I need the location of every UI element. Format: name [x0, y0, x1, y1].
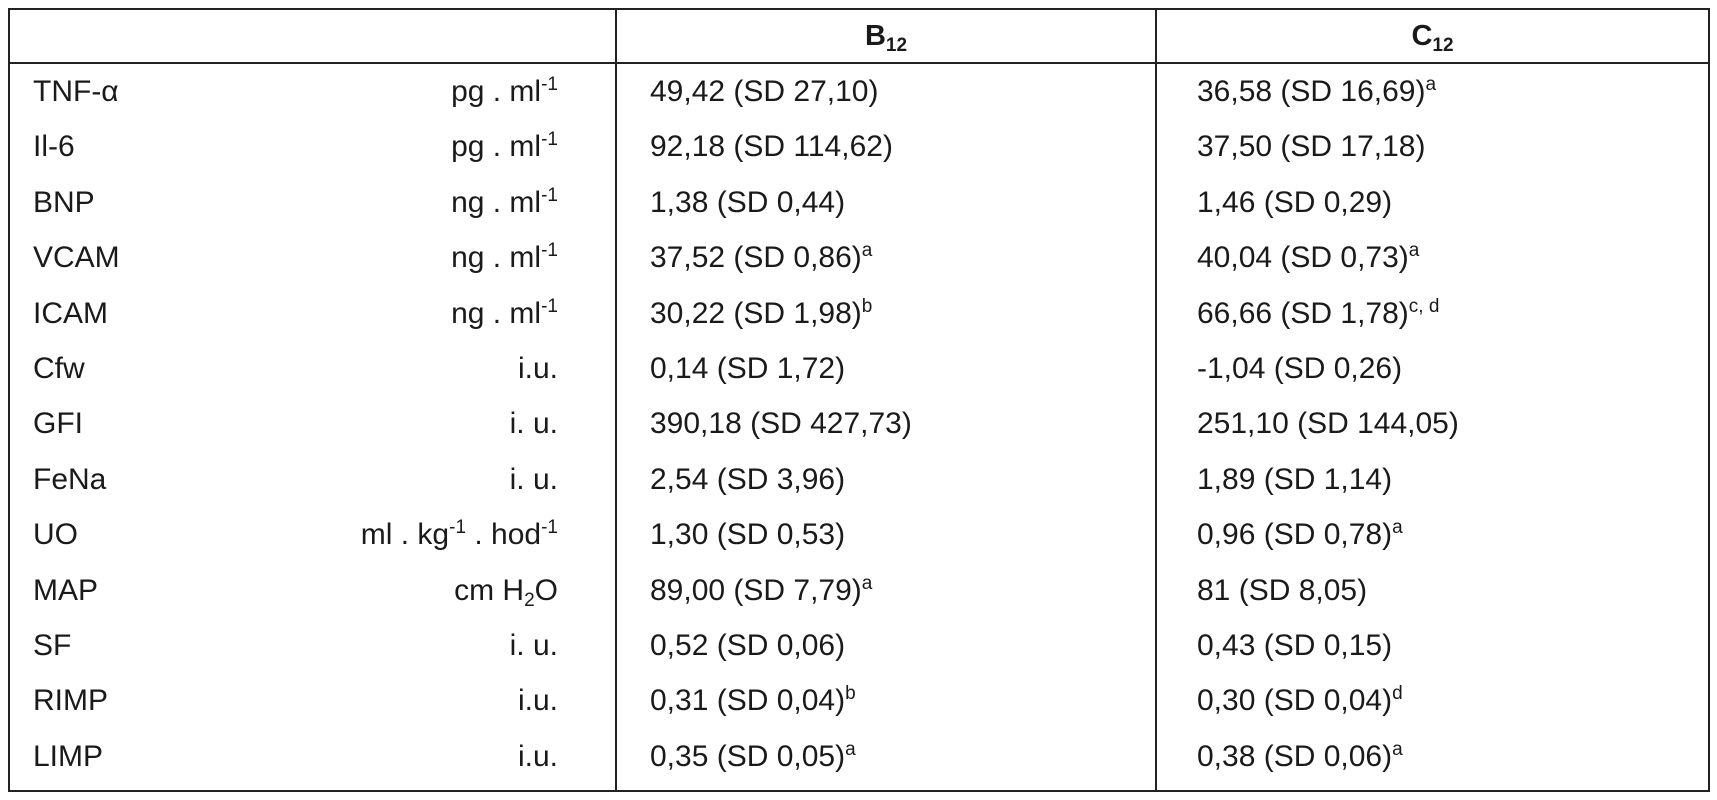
b12-value: 2,54 (SD 3,96) — [650, 462, 846, 496]
c12-value: 36,58 (SD 16,69)a — [1197, 74, 1437, 108]
parameter-name: Il-6 — [33, 130, 75, 164]
parameter-unit: i.u. — [517, 739, 558, 773]
column-divider-1 — [615, 10, 617, 790]
b12-value: 390,18 (SD 427,73) — [650, 407, 912, 441]
parameter-unit: i.u. — [517, 352, 558, 385]
parameter-name: SF — [33, 629, 72, 662]
b12-value: 30,22 (SD 1,98)b — [650, 295, 873, 330]
table-row: Il-6 pg . ml-1 92,18 (SD 114,62) 37,50 (SD … — [10, 119, 1708, 175]
table-row: UO ml . kg-1 . hod-1 1,30 (SD 0,53) 0,96 (S… — [10, 507, 1708, 563]
header-c-sub: 12 — [1432, 35, 1454, 56]
c12-value: 251,10 (SD 144,05) — [1197, 407, 1459, 441]
b12-value: 0,35 (SD 0,05)a — [650, 738, 856, 773]
c12-value: 66,66 (SD 1,78)c, d — [1197, 295, 1440, 330]
table-row: SF i. u. 0,52 (SD 0,06) 0,43 (SD 0,15) — [10, 618, 1708, 674]
c12-value: -1,04 (SD 0,26) — [1197, 352, 1403, 385]
parameter-unit: pg . ml-1 — [451, 129, 558, 164]
c12-value: 81 (SD 8,05) — [1197, 573, 1368, 607]
c12-value: 37,50 (SD 17,18) — [1197, 130, 1426, 164]
c12-value: 0,30 (SD 0,04)d — [1197, 683, 1403, 718]
parameter-unit: ng . ml-1 — [451, 240, 558, 275]
column-divider-2 — [1155, 10, 1157, 790]
c12-value: 1,89 (SD 1,14) — [1197, 462, 1393, 496]
table-row: GFI i. u. 390,18 (SD 427,73) 251,10 (SD 144… — [10, 396, 1708, 452]
b12-value: 1,38 (SD 0,44) — [650, 185, 846, 219]
table-row: FeNa i. u. 2,54 (SD 3,96) 1,89 (SD 1,14) — [10, 452, 1708, 508]
c12-value: 0,96 (SD 0,78)a — [1197, 517, 1403, 552]
parameter-name: Cfw — [33, 352, 85, 385]
column-header-b12: B12 — [617, 10, 1155, 62]
parameter-unit: cm H2O — [454, 573, 558, 611]
parameter-unit: pg . ml-1 — [451, 74, 558, 108]
table-row: ICAM ng . ml-1 30,22 (SD 1,98)b 66,66 (SD 1… — [10, 286, 1708, 342]
b12-value: 0,31 (SD 0,04)b — [650, 683, 856, 718]
parameter-name: RIMP — [33, 684, 108, 718]
b12-value: 37,52 (SD 0,86)a — [650, 240, 873, 275]
table-row: LIMP i.u. 0,35 (SD 0,05)a 0,38 (SD 0,06)a — [10, 729, 1708, 785]
parameter-name: ICAM — [33, 296, 108, 330]
parameter-unit: ml . kg-1 . hod-1 — [360, 517, 558, 552]
parameter-unit: ng . ml-1 — [451, 184, 558, 219]
column-header-c12: C12 — [1157, 10, 1708, 62]
table-row: TNF-α pg . ml-1 49,42 (SD 27,10) 36,58 (SD … — [10, 64, 1708, 120]
header-c-main: C — [1411, 20, 1433, 52]
parameter-name: UO — [33, 518, 78, 552]
parameter-name: GFI — [33, 407, 83, 441]
parameter-name: FeNa — [33, 462, 107, 496]
parameter-name: BNP — [33, 185, 95, 219]
table-row: BNP ng . ml-1 1,38 (SD 0,44) 1,46 (SD 0,29) — [10, 175, 1708, 231]
header-b-sub: 12 — [885, 35, 908, 56]
parameter-unit: i. u. — [509, 629, 558, 662]
header-divider — [10, 62, 1708, 64]
parameter-unit: i.u. — [517, 684, 558, 718]
parameter-name: MAP — [33, 573, 99, 607]
b12-value: 49,42 (SD 27,10) — [650, 75, 879, 108]
b12-value: 89,00 (SD 7,79)a — [650, 572, 873, 607]
c12-value: 0,43 (SD 0,15) — [1197, 629, 1393, 662]
b12-value: 92,18 (SD 114,62) — [650, 130, 893, 164]
b12-value: 0,52 (SD 0,06) — [650, 629, 846, 662]
parameter-name: VCAM — [33, 241, 120, 275]
c12-value: 40,04 (SD 0,73)a — [1197, 240, 1420, 275]
table-row: RIMP i.u. 0,31 (SD 0,04)b 0,30 (SD 0,04)d — [10, 673, 1708, 729]
parameter-name: LIMP — [33, 739, 104, 773]
table-row: VCAM ng . ml-1 37,52 (SD 0,86)a 40,04 (SD 0… — [10, 230, 1708, 286]
table-row: Cfw i.u. 0,14 (SD 1,72) -1,04 (SD 0,26) — [10, 341, 1708, 397]
header-b-main: B — [864, 20, 886, 52]
parameter-unit: i. u. — [509, 462, 558, 496]
parameter-unit: ng . ml-1 — [451, 295, 558, 330]
c12-value: 1,46 (SD 0,29) — [1197, 185, 1393, 219]
b12-value: 0,14 (SD 1,72) — [650, 352, 846, 385]
results-table: B12 C12 TNF-α pg . ml-1 49,42 (SD 27,10) 36… — [8, 8, 1710, 792]
b12-value: 1,30 (SD 0,53) — [650, 518, 846, 552]
parameter-name: TNF-α — [33, 75, 119, 108]
c12-value: 0,38 (SD 0,06)a — [1197, 738, 1403, 773]
table-row: MAP cm H2O 89,00 (SD 7,79)a 81 (SD 8,05) — [10, 563, 1708, 619]
parameter-unit: i. u. — [509, 407, 558, 441]
